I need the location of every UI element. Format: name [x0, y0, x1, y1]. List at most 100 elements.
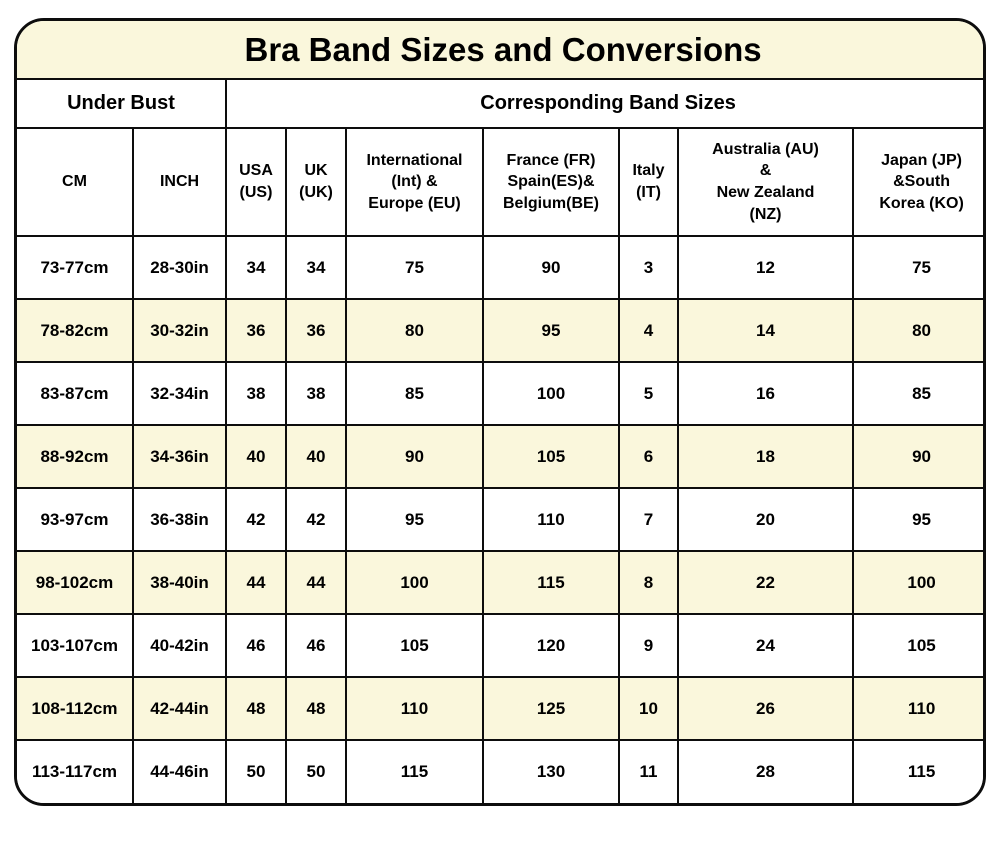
table-cell: 100 [345, 550, 484, 615]
table-row: 98-102cm 38-40in 44 44 100 115 8 22 100 [17, 550, 983, 615]
table-cell: 16 [677, 361, 854, 426]
table-cell: 83-87cm [17, 361, 134, 426]
table-cell: 93-97cm [17, 487, 134, 552]
table-cell: 42 [285, 487, 347, 552]
column-header-inch: INCH [132, 127, 227, 237]
table-cell: 103-107cm [17, 613, 134, 678]
table-cell: 115 [851, 739, 983, 803]
table-cell: 44 [285, 550, 347, 615]
bra-band-size-table: Bra Band Sizes and Conversions Under Bus… [14, 18, 986, 806]
table-cell: 38-40in [132, 550, 227, 615]
table-cell: 73-77cm [17, 235, 134, 300]
table-cell: 90 [482, 235, 620, 300]
table-cell: 36-38in [132, 487, 227, 552]
table-cell: 125 [482, 676, 620, 741]
title-row: Bra Band Sizes and Conversions [17, 21, 983, 80]
table-cell: 113-117cm [17, 739, 134, 803]
table-cell: 34 [285, 235, 347, 300]
table-cell: 34-36in [132, 424, 227, 489]
table-cell: 9 [618, 613, 679, 678]
table-cell: 26 [677, 676, 854, 741]
table-cell: 88-92cm [17, 424, 134, 489]
table-cell: 100 [851, 550, 983, 615]
table-cell: 50 [285, 739, 347, 803]
table-cell: 4 [618, 298, 679, 363]
table-cell: 10 [618, 676, 679, 741]
table-row: 73-77cm 28-30in 34 34 75 90 3 12 75 [17, 235, 983, 300]
column-header-australia-new-zealand: Australia (AU) & New Zealand (NZ) [677, 127, 854, 237]
table-cell: 105 [345, 613, 484, 678]
table-row: 88-92cm 34-36in 40 40 90 105 6 18 90 [17, 424, 983, 489]
table-cell: 46 [225, 613, 287, 678]
table-cell: 6 [618, 424, 679, 489]
table-cell: 22 [677, 550, 854, 615]
table-row: 103-107cm 40-42in 46 46 105 120 9 24 105 [17, 613, 983, 678]
group-header-under-bust: Under Bust [17, 78, 227, 129]
table-cell: 7 [618, 487, 679, 552]
table-cell: 95 [345, 487, 484, 552]
size-table-body: 73-77cm 28-30in 34 34 75 90 3 12 75 78-82cm 30-32i… [17, 235, 983, 803]
table-cell: 85 [345, 361, 484, 426]
table-row: 108-112cm 42-44in 48 48 110 125 10 26 110 [17, 676, 983, 741]
page-title: Bra Band Sizes and Conversions [17, 21, 983, 80]
table-cell: 42 [225, 487, 287, 552]
table-cell: 48 [225, 676, 287, 741]
table-cell: 80 [851, 298, 983, 363]
group-header-band-sizes: Corresponding Band Sizes [224, 78, 983, 129]
table-cell: 12 [677, 235, 854, 300]
table-cell: 28 [677, 739, 854, 803]
table-cell: 95 [482, 298, 620, 363]
table-cell: 40 [225, 424, 287, 489]
table-cell: 120 [482, 613, 620, 678]
table-cell: 105 [851, 613, 983, 678]
column-header-cm: CM [17, 127, 134, 237]
table-cell: 40 [285, 424, 347, 489]
table-cell: 38 [285, 361, 347, 426]
column-header-japan-south-korea: Japan (JP) &South Korea (KO) [851, 127, 983, 237]
table-cell: 20 [677, 487, 854, 552]
group-header-row: Under Bust Corresponding Band Sizes [17, 78, 983, 129]
table-cell: 85 [851, 361, 983, 426]
table-cell: 90 [345, 424, 484, 489]
table-cell: 32-34in [132, 361, 227, 426]
table-cell: 115 [345, 739, 484, 803]
table-row: 113-117cm 44-46in 50 50 115 130 11 28 115 [17, 739, 983, 803]
table-cell: 95 [851, 487, 983, 552]
table-cell: 48 [285, 676, 347, 741]
table-cell: 18 [677, 424, 854, 489]
column-header-international-europe: International (Int) & Europe (EU) [345, 127, 484, 237]
table-cell: 90 [851, 424, 983, 489]
table-cell: 110 [482, 487, 620, 552]
table-cell: 110 [345, 676, 484, 741]
table-cell: 110 [851, 676, 983, 741]
table-row: 93-97cm 36-38in 42 42 95 110 7 20 95 [17, 487, 983, 552]
table-cell: 115 [482, 550, 620, 615]
table-cell: 80 [345, 298, 484, 363]
table-cell: 24 [677, 613, 854, 678]
table-cell: 8 [618, 550, 679, 615]
table-cell: 108-112cm [17, 676, 134, 741]
table-cell: 42-44in [132, 676, 227, 741]
table-cell: 34 [225, 235, 287, 300]
table-cell: 75 [345, 235, 484, 300]
table-cell: 11 [618, 739, 679, 803]
column-header-france-spain-belgium: France (FR) Spain(ES)& Belgium(BE) [482, 127, 620, 237]
column-header-row: CM INCH USA (US) UK (UK) International (… [17, 127, 983, 237]
table-cell: 5 [618, 361, 679, 426]
table-cell: 50 [225, 739, 287, 803]
column-header-usa: USA (US) [225, 127, 287, 237]
table-cell: 75 [851, 235, 983, 300]
table-cell: 130 [482, 739, 620, 803]
table-cell: 100 [482, 361, 620, 426]
table-cell: 3 [618, 235, 679, 300]
table-row: 83-87cm 32-34in 38 38 85 100 5 16 85 [17, 361, 983, 426]
table-cell: 38 [225, 361, 287, 426]
size-conversion-table: Bra Band Sizes and Conversions Under Bus… [17, 21, 983, 803]
table-cell: 36 [285, 298, 347, 363]
table-cell: 44 [225, 550, 287, 615]
column-header-italy: Italy (IT) [618, 127, 679, 237]
table-cell: 30-32in [132, 298, 227, 363]
table-cell: 40-42in [132, 613, 227, 678]
table-row: 78-82cm 30-32in 36 36 80 95 4 14 80 [17, 298, 983, 363]
table-cell: 98-102cm [17, 550, 134, 615]
